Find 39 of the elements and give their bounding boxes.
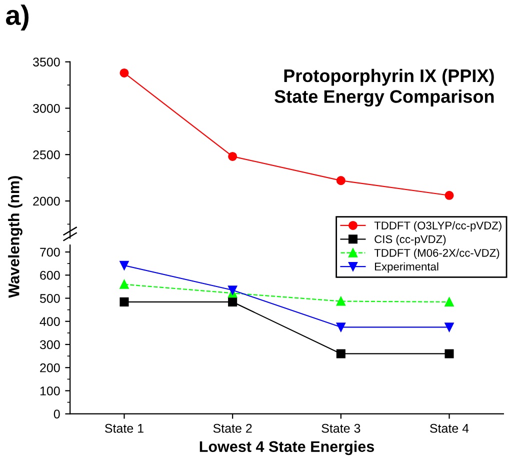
point [120, 68, 129, 78]
y-tick-label: 3000 [33, 104, 60, 113]
x-tick-label: State 2 [213, 424, 252, 433]
point [120, 260, 129, 270]
point [444, 297, 454, 306]
point [444, 349, 454, 358]
legend-label: TDDFT (O3LYP/cc-pVDZ) [374, 221, 502, 232]
y-tick-label: 600 [40, 270, 60, 280]
x-tick-label: State 3 [322, 424, 360, 433]
y-axis-title: Wavelength (nm) [8, 176, 22, 298]
legend-label: CIS (cc-pVDZ) [374, 234, 446, 246]
point [228, 152, 238, 161]
point [120, 297, 129, 306]
point [120, 280, 129, 289]
point [228, 297, 238, 306]
y-tick-label: 3500 [33, 58, 60, 66]
x-tick-label: State 4 [430, 424, 469, 433]
legend-label: Experimental [375, 262, 438, 273]
y-tick-label: 300 [40, 340, 60, 350]
text: a) [6, 4, 29, 31]
point [336, 322, 346, 332]
point [336, 176, 346, 186]
point [336, 349, 346, 358]
y-tick-label: 100 [40, 386, 60, 396]
x-axis-title: Lowest 4 State Energies [200, 440, 374, 456]
y-tick-label: 2500 [33, 150, 60, 160]
y-tick-label: 200 [40, 363, 60, 372]
y-tick-label: 2000 [33, 196, 60, 206]
point [336, 296, 346, 306]
y-tick-label: 500 [40, 294, 60, 303]
y-tick-label: 700 [40, 248, 60, 257]
x-tick-label: State 1 [105, 424, 144, 433]
legend-label: TDDFT (M06-2X/cc-VDZ) [374, 248, 500, 260]
text: Protoporphyrin IX (PPIX) State Energy Comparison [274, 68, 494, 107]
y-tick-label: 0 [54, 410, 60, 418]
point [228, 286, 238, 295]
y-tick-label: 400 [40, 317, 60, 326]
point [444, 190, 454, 200]
point [444, 322, 454, 332]
